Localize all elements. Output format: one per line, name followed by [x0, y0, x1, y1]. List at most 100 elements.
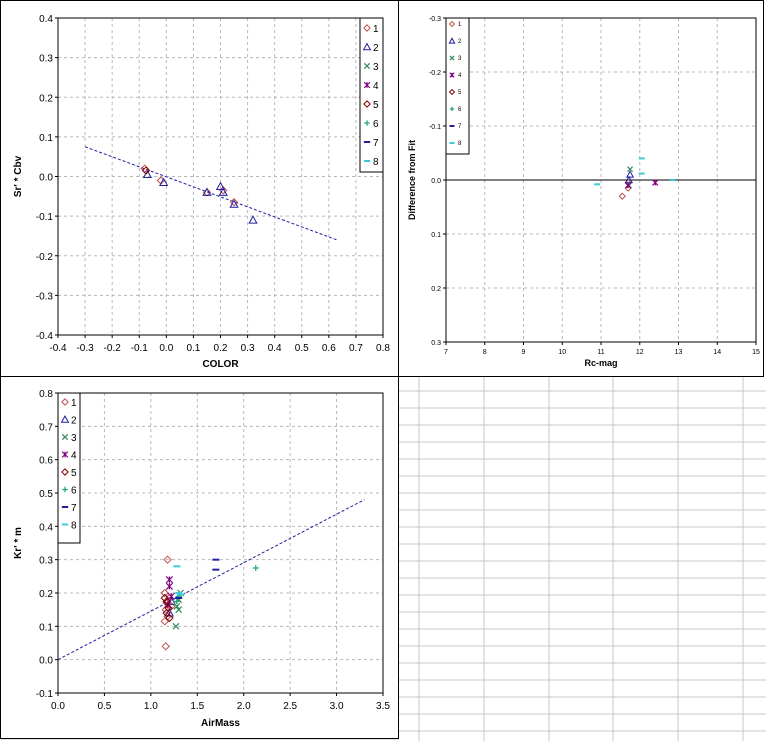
airmass-extinction-chart[interactable]: 0.0 0.5 1.0 1.5 2.0 2.5 3.0 3.5 0.8 0.7 0.6 0.5 0.4 0… [0, 376, 399, 739]
data-point [363, 81, 371, 89]
data-point [448, 37, 456, 44]
fit-line [84, 146, 338, 241]
x-tick-label: 0.7 [349, 343, 363, 354]
legend-label: 8 [458, 141, 462, 147]
x-tick-label: 3.5 [376, 701, 390, 712]
x-tick-label: 11 [597, 349, 604, 356]
data-point [165, 613, 174, 623]
y-tick-label: -0.2 [36, 252, 54, 263]
x-tick-label: 0.1 [186, 343, 200, 354]
x-tick-label: -0.1 [131, 343, 149, 354]
plot-area [57, 392, 384, 694]
data-point [61, 468, 69, 476]
x-tick-label: 2.0 [237, 701, 251, 712]
x-tick-label: 7 [444, 349, 448, 356]
y-tick-label: 0.6 [39, 456, 53, 467]
data-point [175, 606, 183, 614]
x-tick-label: -0.4 [49, 343, 67, 354]
x-tick-label: 2.5 [283, 701, 297, 712]
x-tick-label: 14 [713, 349, 721, 356]
color-correction-plot: -0.4 -0.3 -0.2 -0.1 0.0 0.1 0.2 0.3 0.4 0.5 0.6 0.7… [13, 14, 390, 370]
x-tick-label: 0.6 [322, 343, 336, 354]
y-tick-label: 0.3 [39, 54, 53, 65]
legend-box [57, 392, 81, 544]
data-point [449, 72, 455, 78]
data-point [363, 24, 371, 32]
data-point [173, 602, 181, 610]
y-tick-label: 0.5 [39, 489, 53, 500]
data-point [449, 55, 455, 61]
data-point [618, 192, 626, 200]
data-point [62, 486, 68, 493]
legend-box [359, 17, 384, 173]
legend-label: 6 [458, 107, 462, 113]
data-point [164, 608, 175, 617]
data-point [229, 199, 239, 208]
data-point [162, 608, 171, 618]
airmass-extinction-plot: 0.0 0.5 1.0 1.5 2.0 2.5 3.0 3.5 0.8 0.7 0.6 0.5 0.4 0… [13, 389, 390, 729]
y-axis-title: Sr' * Cbv [13, 155, 24, 197]
legend-label: 4 [373, 81, 379, 92]
legend-label: 7 [71, 503, 77, 514]
x-axis-title: AirMass [201, 718, 240, 729]
data-point [161, 605, 170, 614]
x-tick-label: -0.3 [76, 343, 94, 354]
data-point [624, 175, 633, 184]
y-tick-label: -0.1 [36, 212, 54, 223]
data-point [141, 166, 151, 175]
data-point [61, 433, 69, 441]
legend-label: 8 [71, 521, 77, 532]
legend-label: 6 [373, 119, 379, 130]
x-tick-label: 0.5 [295, 343, 309, 354]
data-point [449, 106, 455, 112]
fit-line [57, 499, 365, 661]
x-tick-label: 0.3 [241, 343, 255, 354]
difference-from-fit-plot: 7 8 9 10 11 12 13 14 15-0.3-0.2-0.10.00.10.20.3R… [407, 16, 760, 368]
x-tick-label: 13 [675, 349, 683, 356]
legend-label: 8 [373, 157, 379, 168]
x-tick-label: 15 [752, 349, 760, 356]
x-axis-title: Rc-mag [584, 358, 617, 368]
data-point [652, 179, 659, 186]
legend-label: 2 [373, 43, 379, 54]
data-point [60, 415, 70, 423]
difference-from-fit-chart[interactable]: 7 8 9 10 11 12 13 14 15 -0.3 -0.2 -0.1 0.0 0.1 0.2 0.3 R… [398, 0, 764, 377]
legend-label: 4 [71, 451, 77, 462]
x-tick-label: 0.0 [159, 343, 173, 354]
data-point [448, 88, 456, 96]
legend-label: 5 [71, 468, 77, 479]
x-tick-label: 9 [522, 349, 526, 356]
y-tick-label: 0.0 [39, 656, 53, 667]
data-point [163, 555, 172, 564]
data-point [248, 215, 258, 224]
x-tick-label: 3.0 [330, 701, 344, 712]
x-tick-label: 8 [483, 349, 487, 356]
x-tick-label: 0.0 [51, 701, 65, 712]
legend-label: 5 [373, 100, 379, 111]
data-point [363, 62, 371, 70]
data-point [362, 42, 372, 51]
legend-label: 5 [458, 90, 462, 96]
x-tick-label: 0.2 [214, 343, 228, 354]
legend-label: 3 [71, 433, 77, 444]
data-point [160, 588, 169, 598]
y-tick-label: -0.3 [429, 16, 441, 23]
legend-label: 1 [458, 22, 462, 28]
color-correction-chart[interactable]: -0.4 -0.3 -0.2 -0.1 0.0 0.1 0.2 0.3 0.4 0.5 0.6 0.7… [0, 0, 399, 377]
x-tick-label: 0.4 [268, 343, 282, 354]
data-point [61, 451, 69, 458]
x-tick-label: 1.5 [190, 701, 204, 712]
x-tick-label: 12 [636, 349, 644, 356]
y-tick-label: 0.3 [39, 556, 53, 567]
data-point [160, 593, 169, 603]
data-point [448, 20, 456, 28]
x-tick-label: 0.5 [97, 701, 111, 712]
data-point [167, 592, 175, 600]
data-point [252, 565, 259, 571]
legend-label: 3 [458, 56, 462, 62]
data-point [172, 622, 180, 630]
data-point [61, 398, 69, 406]
y-tick-label: -0.3 [36, 291, 54, 302]
legend-label: 2 [71, 416, 77, 427]
